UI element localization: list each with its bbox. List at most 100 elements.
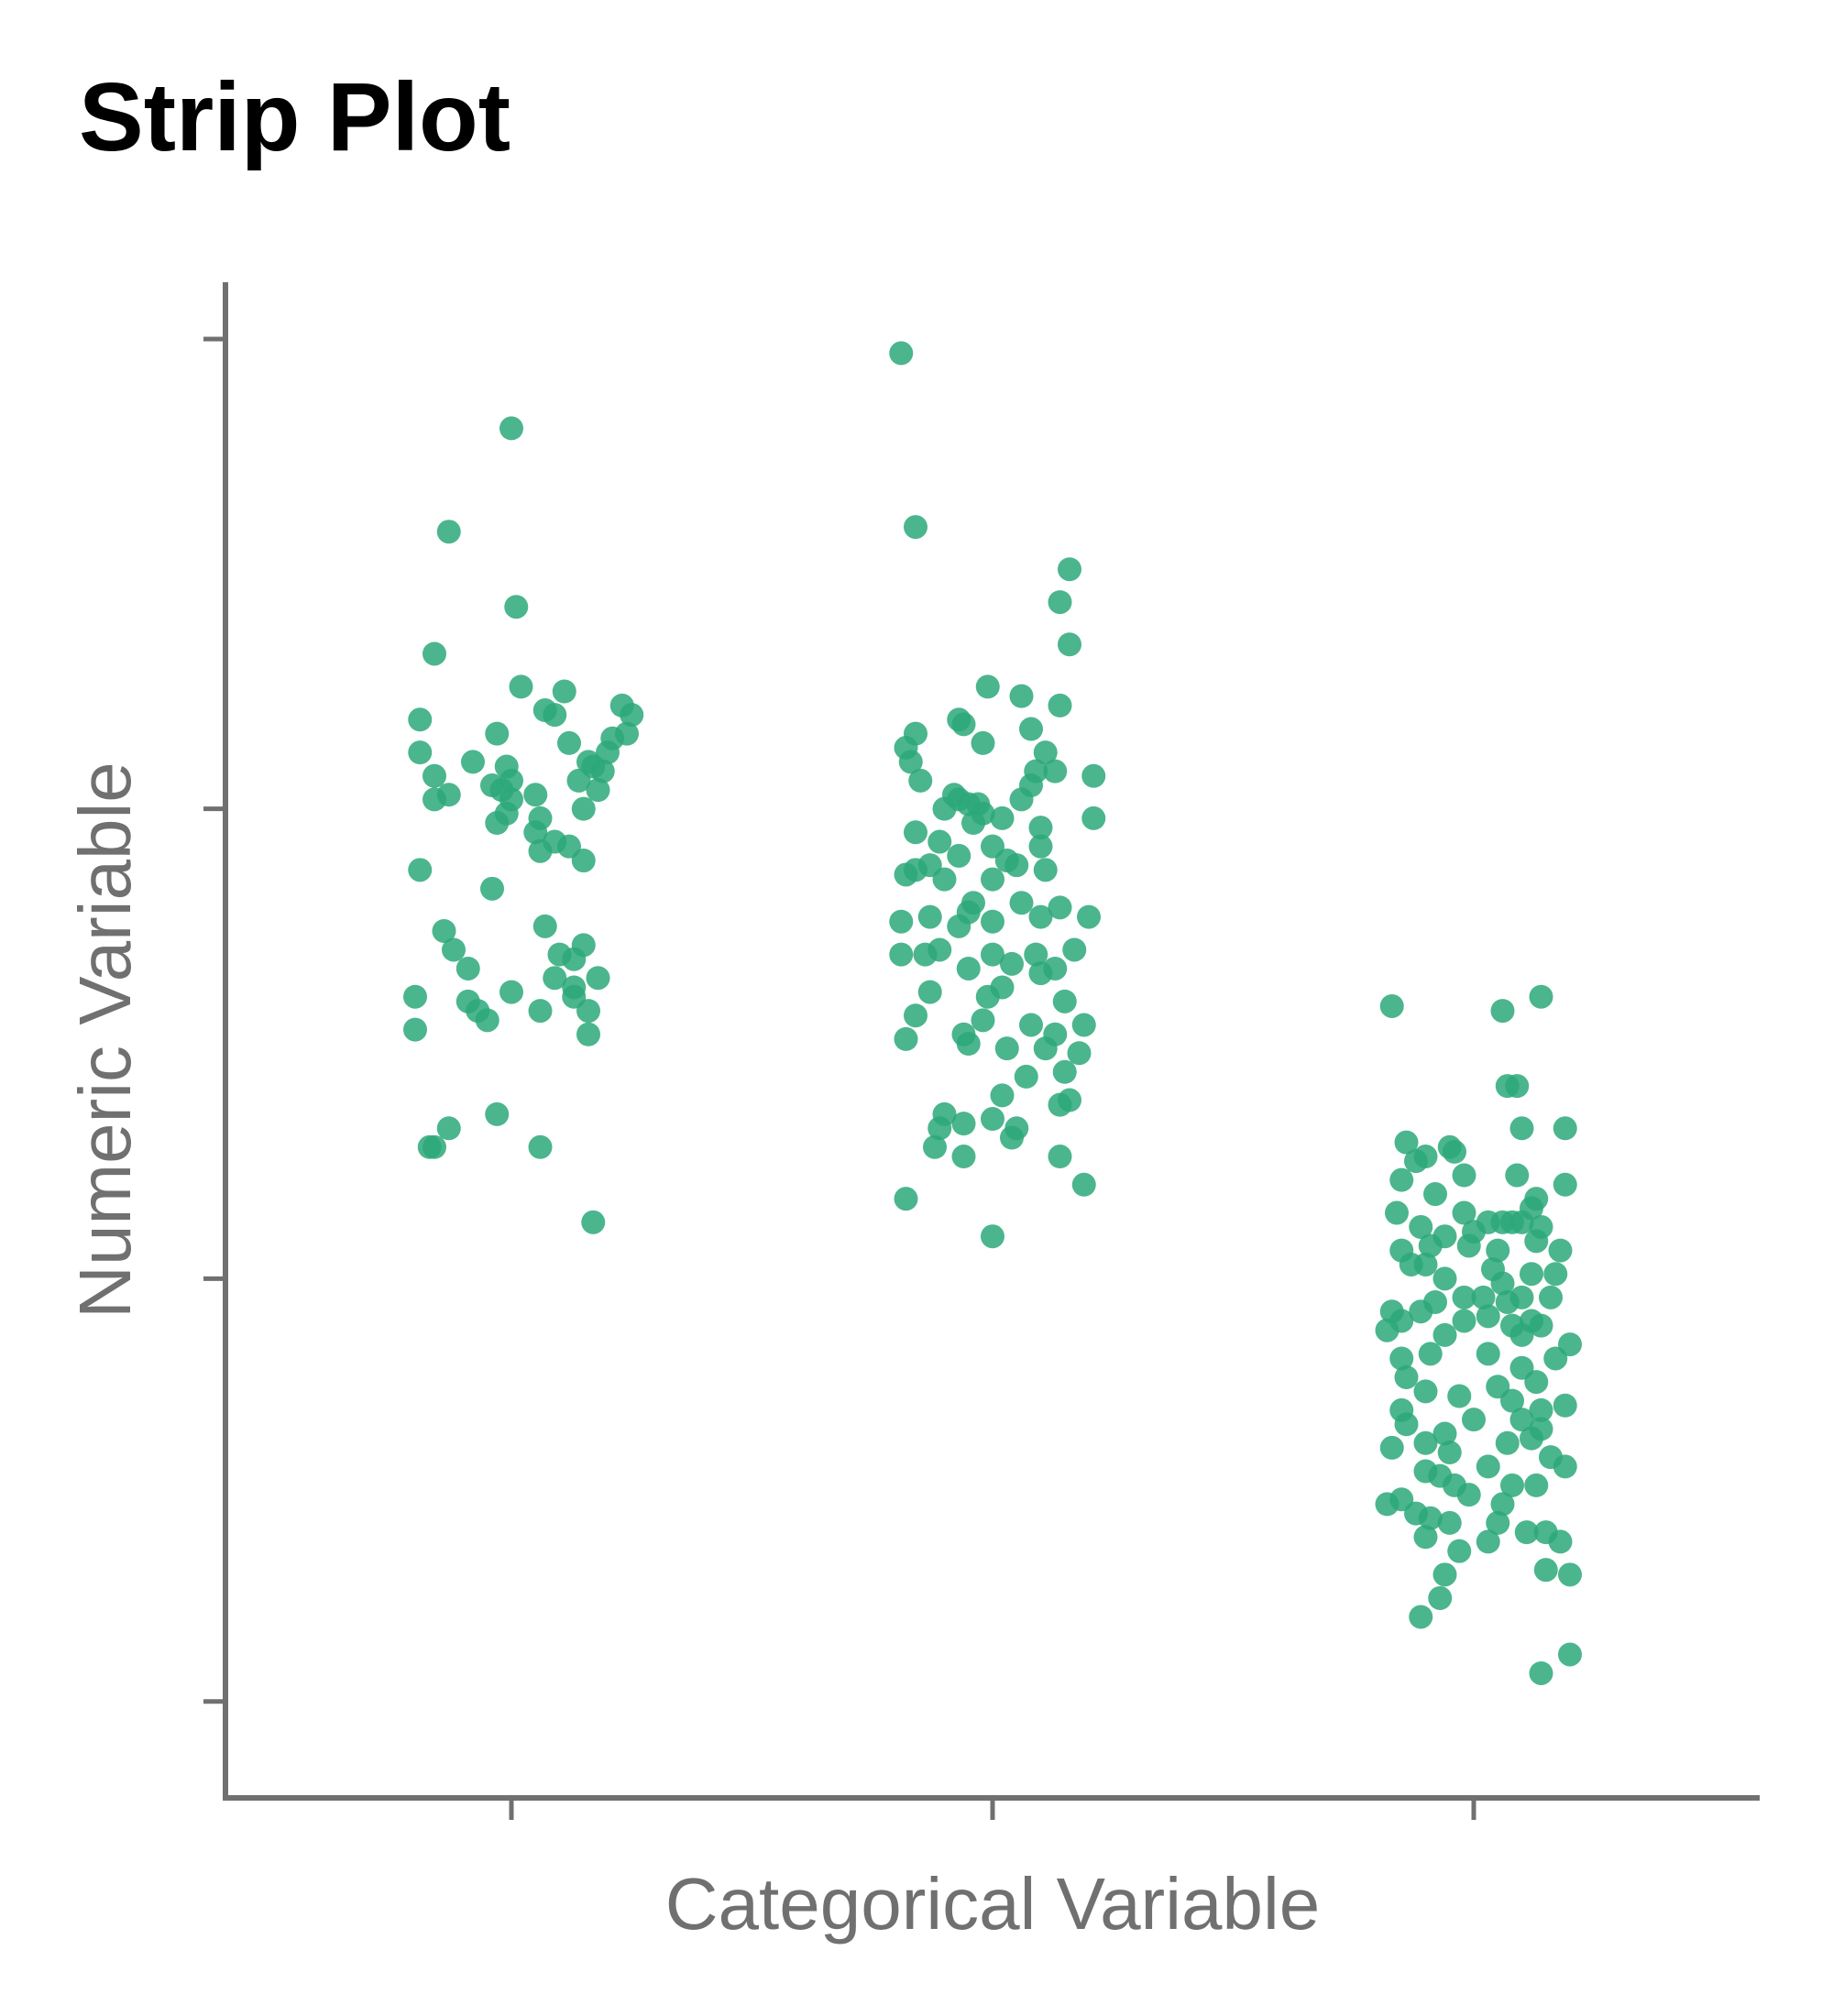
data-point-cat0-63 — [485, 1101, 510, 1126]
data-point-cat1-54 — [947, 914, 971, 938]
data-point-cat1-18 — [1081, 763, 1106, 788]
data-point-cat1-69 — [904, 1003, 927, 1028]
data-point-cat2-56 — [1375, 1318, 1399, 1342]
data-point-cat1-12 — [971, 730, 995, 755]
data-point-cat1-6 — [1009, 684, 1034, 708]
data-point-cat1-51 — [1028, 904, 1053, 929]
data-point-cat1-40 — [1004, 853, 1029, 878]
data-point-cat1-9 — [951, 712, 976, 737]
data-point-cat2-82 — [1413, 1430, 1438, 1455]
data-point-cat1-79 — [1067, 1041, 1092, 1066]
data-point-cat2-102 — [1413, 1525, 1438, 1550]
data-point-cat2-1 — [1490, 999, 1515, 1024]
data-point-cat2-75 — [1509, 1408, 1534, 1432]
data-point-cat1-92 — [1048, 1145, 1072, 1169]
data-point-cat2-91 — [1524, 1473, 1549, 1497]
data-point-cat1-85 — [1048, 1092, 1072, 1117]
data-point-cat0-50 — [586, 966, 610, 991]
data-point-cat1-81 — [1014, 1064, 1038, 1089]
data-point-cat2-60 — [1389, 1346, 1414, 1371]
data-point-cat2-70 — [1500, 1388, 1524, 1413]
data-point-cat1-70 — [971, 1008, 995, 1033]
data-point-cat1-42 — [894, 862, 918, 887]
data-point-cat1-96 — [981, 1224, 1004, 1249]
data-point-cat1-63 — [956, 956, 981, 981]
data-point-cat2-7 — [1394, 1130, 1419, 1155]
data-point-cat0-44 — [432, 918, 456, 943]
chart-title: Strip Plot — [79, 63, 510, 171]
data-point-cat2-111 — [1558, 1642, 1582, 1667]
data-point-cat2-0 — [1379, 993, 1404, 1018]
data-point-cat0-8 — [408, 707, 433, 732]
data-point-cat0-4 — [509, 674, 533, 699]
data-point-cat0-53 — [499, 980, 523, 1004]
data-point-cat1-31 — [1081, 805, 1106, 830]
data-point-cat2-43 — [1471, 1285, 1496, 1309]
data-point-cat1-29 — [990, 805, 1015, 830]
data-point-cat0-16 — [408, 740, 433, 765]
data-point-cat1-46 — [1009, 891, 1034, 915]
data-point-cat2-34 — [1548, 1238, 1573, 1263]
data-point-cat2-112 — [1529, 1660, 1553, 1685]
data-point-cat1-44 — [981, 867, 1004, 892]
data-point-cat1-76 — [994, 1036, 1019, 1061]
data-point-cat0-40 — [528, 838, 553, 863]
x-axis-label: Categorical Variable — [665, 1863, 1320, 1945]
data-point-cat2-65 — [1394, 1364, 1419, 1389]
data-point-cat2-47 — [1495, 1289, 1520, 1314]
data-point-cat2-105 — [1447, 1539, 1472, 1563]
data-point-cat0-33 — [423, 787, 446, 812]
data-point-cat1-14 — [1033, 740, 1058, 765]
data-point-cat0-62 — [576, 1022, 600, 1046]
data-point-cat1-61 — [1000, 951, 1024, 976]
data-point-cat2-49 — [1409, 1299, 1433, 1324]
data-point-cat1-37 — [947, 843, 971, 868]
data-point-cat2-32 — [1456, 1233, 1481, 1258]
data-point-cat2-27 — [1509, 1210, 1534, 1234]
data-point-cat0-54 — [403, 984, 427, 1009]
data-point-cat1-93 — [951, 1145, 976, 1169]
data-point-cat1-58 — [981, 942, 1004, 967]
data-point-cat1-53 — [981, 909, 1004, 934]
data-point-cat2-12 — [1505, 1163, 1530, 1188]
data-point-cat0-3 — [423, 641, 446, 666]
data-point-cat1-66 — [917, 980, 942, 1004]
data-point-cat0-10 — [543, 703, 567, 728]
data-point-cat0-35 — [485, 811, 510, 836]
data-point-cat1-95 — [894, 1187, 918, 1211]
data-point-cat1-80 — [1052, 1059, 1077, 1084]
data-point-cat0-30 — [571, 796, 596, 821]
data-point-cat2-106 — [1533, 1558, 1558, 1583]
data-point-cat0-13 — [615, 721, 639, 746]
data-point-cat2-57 — [1432, 1322, 1457, 1347]
data-point-cat0-27 — [586, 778, 610, 803]
data-point-cat0-1 — [436, 520, 461, 544]
data-point-cat2-13 — [1452, 1163, 1476, 1188]
data-point-cat1-90 — [923, 1134, 947, 1159]
data-point-cat1-15 — [898, 750, 923, 774]
data-point-cat0-36 — [523, 820, 548, 845]
data-point-cat2-97 — [1418, 1506, 1443, 1530]
data-point-cat2-81 — [1379, 1435, 1404, 1460]
data-point-cat1-26 — [932, 796, 957, 821]
data-point-cat1-43 — [932, 867, 957, 892]
data-point-cat2-109 — [1428, 1585, 1453, 1610]
data-point-cat2-99 — [1437, 1510, 1462, 1535]
data-point-cat2-79 — [1495, 1430, 1520, 1455]
data-point-cat2-61 — [1418, 1342, 1443, 1366]
data-point-cat2-110 — [1409, 1605, 1433, 1629]
data-point-cat2-95 — [1375, 1492, 1399, 1517]
data-point-cat0-67 — [528, 1134, 553, 1159]
data-point-cat2-98 — [1486, 1510, 1510, 1535]
data-point-cat0-57 — [456, 989, 480, 1013]
data-point-cat2-104 — [1548, 1529, 1573, 1554]
y-axis-label: Numeric Variable — [64, 761, 146, 1319]
data-point-cat1-89 — [951, 1112, 976, 1136]
data-point-cat0-47 — [442, 937, 466, 962]
data-point-cat0-11 — [485, 721, 510, 746]
data-point-cat0-64 — [436, 1116, 461, 1141]
data-point-cat2-2 — [1529, 984, 1553, 1009]
data-point-cat1-94 — [1071, 1172, 1096, 1197]
data-point-cat1-67 — [975, 984, 1000, 1009]
